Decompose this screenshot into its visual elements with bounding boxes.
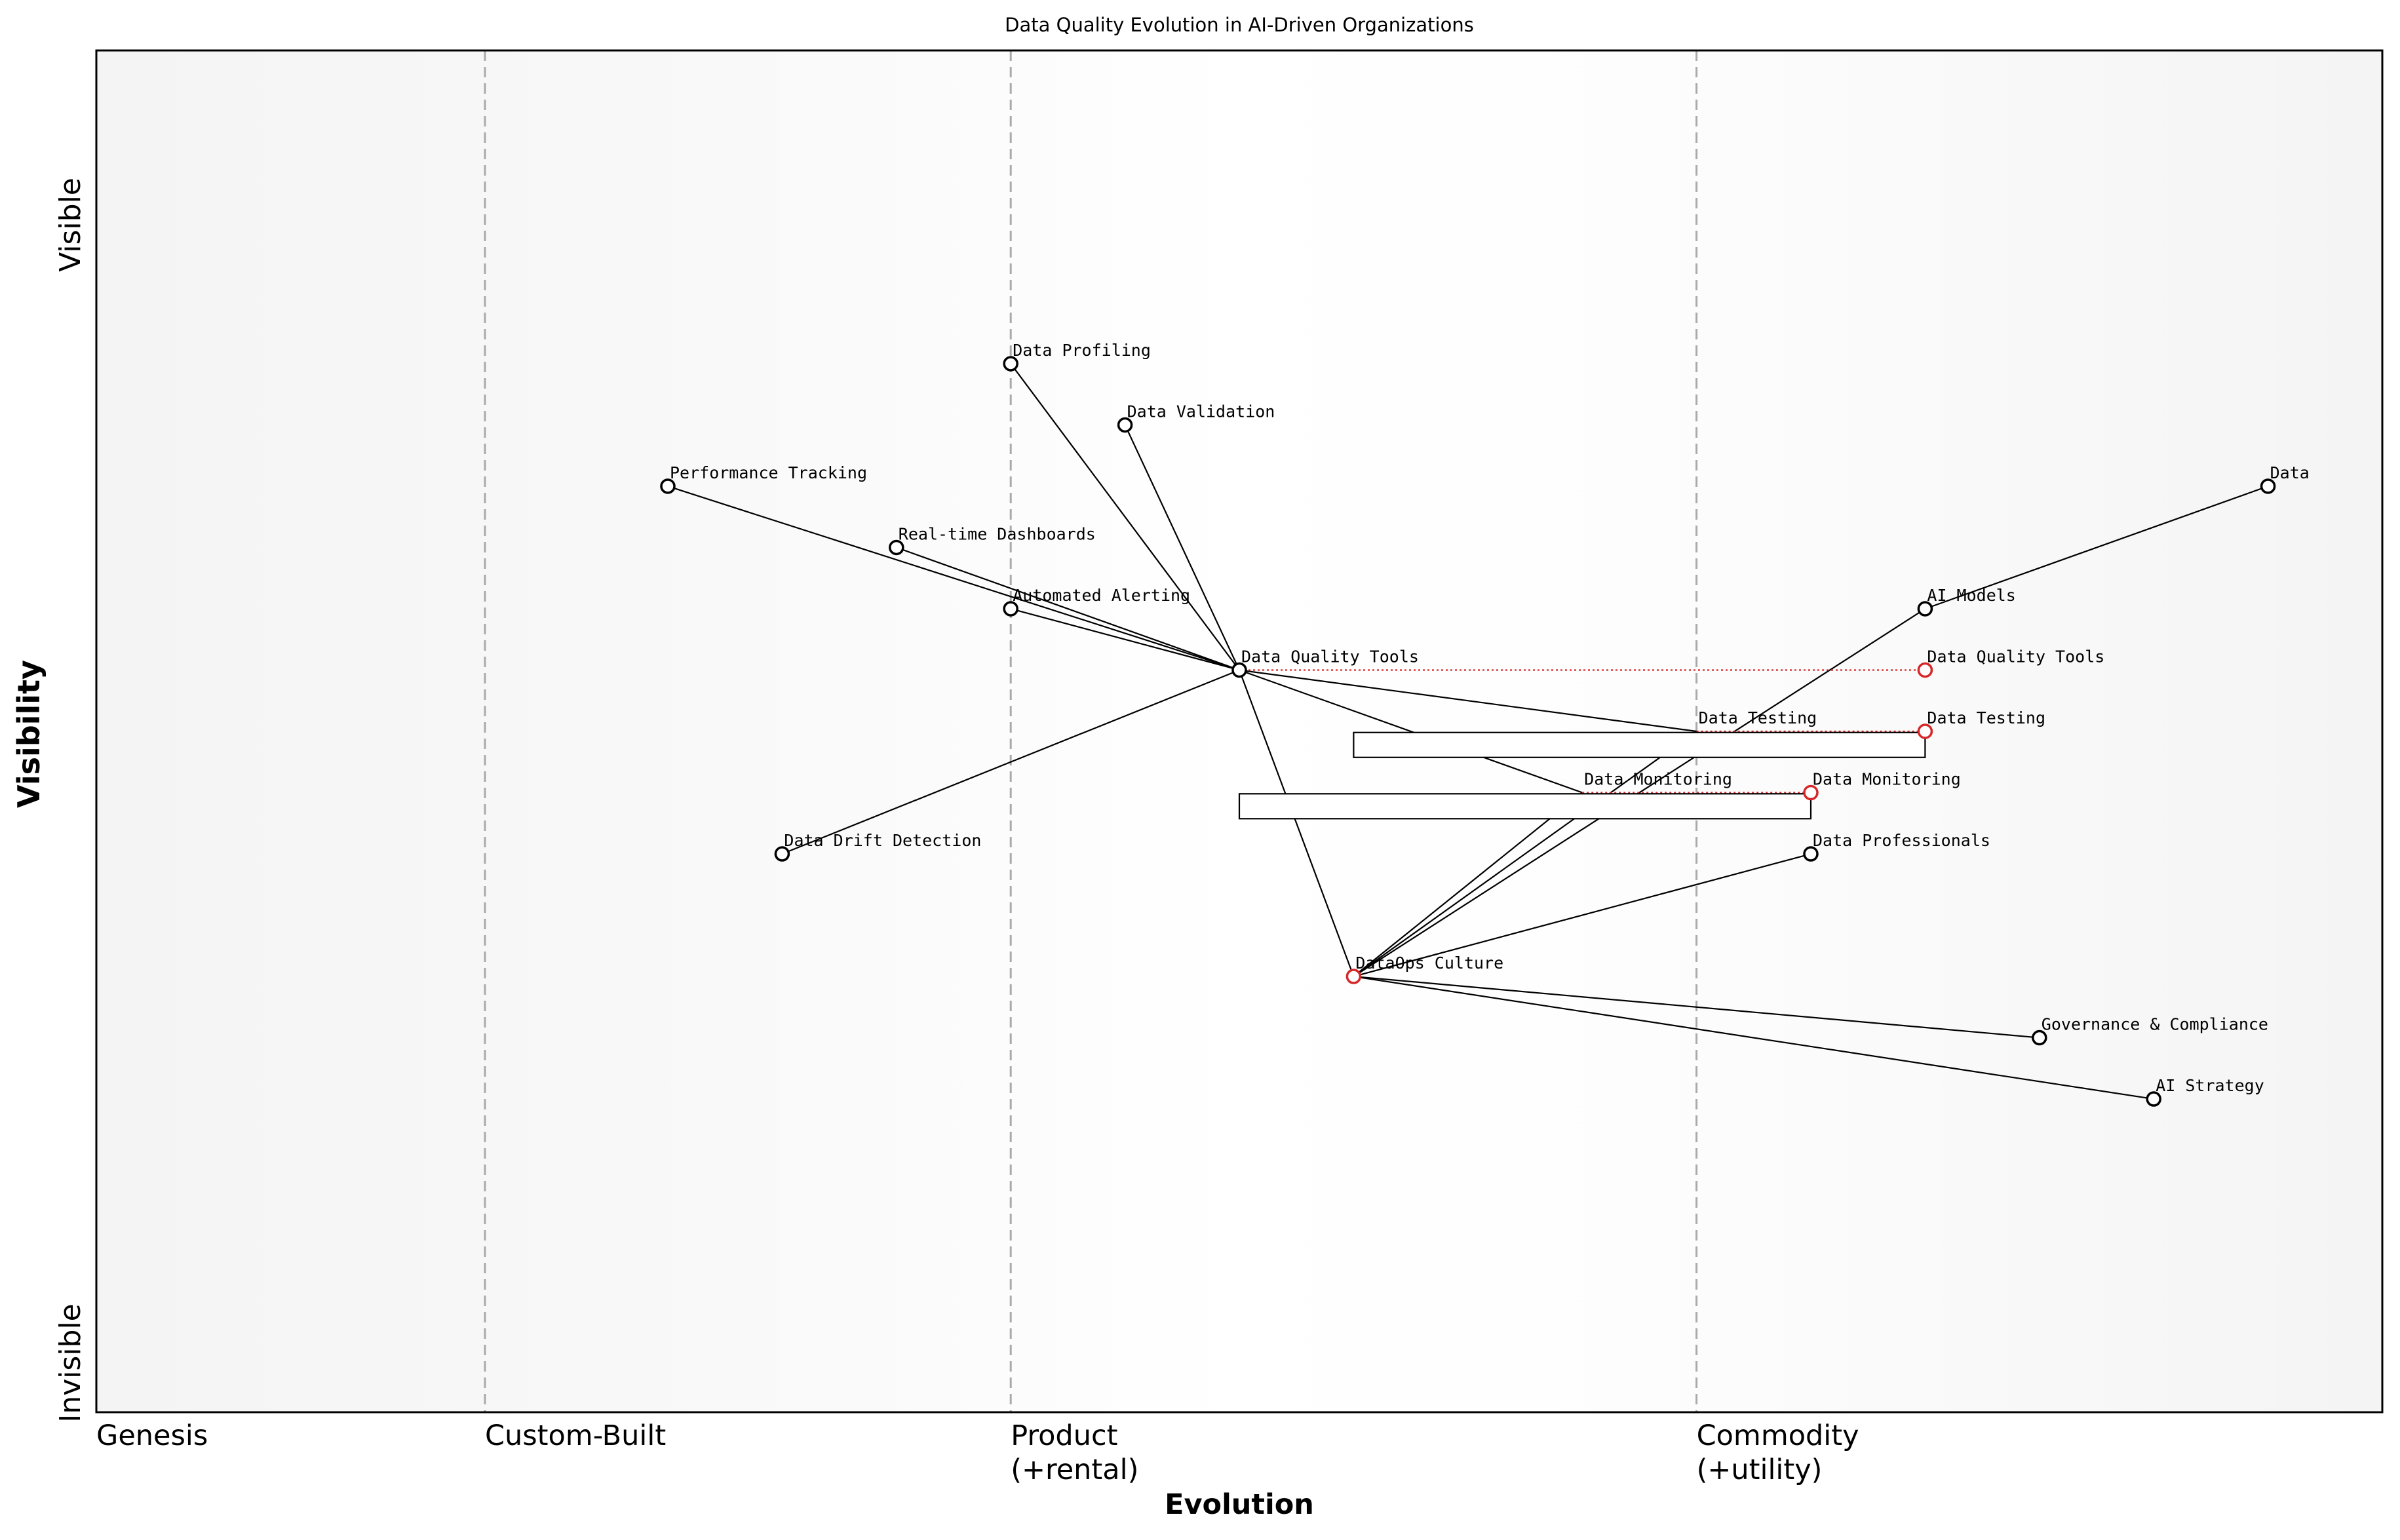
label-data-monitoring: Data Monitoring [1584,770,1732,789]
node-real-time-dashboards [889,539,904,556]
node-evolved-data-monitoring [1803,784,1819,801]
label-data-profiling: Data Profiling [1013,341,1151,360]
stage-label-product: Product (+rental) [1011,1419,1138,1486]
label-dataops-culture: DataOps Culture [1355,953,1503,972]
label-evolved-data-quality-tools: Data Quality Tools [1927,647,2104,666]
inertia-boxes [1238,731,1926,820]
label-governance-compliance: Governance & Compliance [2042,1015,2268,1034]
link-dataops-ai_models [1353,608,1926,977]
component-nodes [660,356,2276,1107]
stage-label-custom: Custom-Built [485,1419,666,1452]
component-labels: Data AI Models Data Quality Tools Data Prof… [670,341,2310,1095]
link-dataops-governance [1353,975,2040,1039]
stage-label-commodity: Commodity (+utility) [1697,1419,1859,1486]
link-dq_tools-data_profiling [1010,363,1240,671]
label-ai-strategy: AI Strategy [2156,1076,2264,1095]
chart-title: Data Quality Evolution in AI-Driven Orga… [1005,14,1474,36]
link-dq_tools-data_monitoring [1239,669,1583,794]
y-axis-top-label: Visible [54,178,87,272]
link-dq_tools-data_testing [1239,669,1697,733]
node-ai-models [1917,601,1933,617]
link-data-ai_models [1925,485,2268,610]
link-dataops-data_testing [1353,731,1697,977]
label-data-drift-detection: Data Drift Detection [784,831,981,850]
x-axis-label: Evolution [1165,1488,1314,1521]
node-evolved-data-testing [1917,723,1933,739]
label-evolved-data-monitoring: Data Monitoring [1813,770,1961,789]
stage-label-genesis: Genesis [96,1419,208,1452]
label-data-professionals: Data Professionals [1813,831,1990,850]
link-dq_tools-dataops [1238,670,1355,977]
label-evolved-data-testing: Data Testing [1927,708,2045,727]
node-data-profiling [1003,356,1018,372]
label-real-time-dashboards: Real-time Dashboards [899,524,1096,543]
node-governance-compliance [2032,1030,2047,1046]
node-automated-alerting [1003,601,1018,617]
label-automated-alerting: Automated Alerting [1013,586,1190,605]
y-axis-label: Visibility [11,660,47,808]
node-evolved-data-quality-tools [1917,662,1933,678]
label-data-quality-tools: Data Quality Tools [1241,647,1419,666]
label-data-validation: Data Validation [1127,402,1275,421]
link-dataops-data_monitoring [1353,792,1583,977]
link-dataops-ai_strategy [1353,975,2154,1100]
evolution-stage-labels: Genesis Custom-Built Product (+rental) Commo… [96,1419,1859,1486]
y-axis-bottom-label: Invisible [54,1303,87,1423]
link-dq_tools-auto_alerting [1010,607,1240,671]
link-dq_tools-perf_tracking [667,485,1240,671]
evolution-arrows [1239,669,1926,794]
label-data: Data [2270,463,2310,482]
link-dq_tools-realtime_dash [896,547,1240,671]
label-ai-models: AI Models [1927,586,2015,605]
node-ai-strategy [2146,1091,2161,1107]
link-dataops-data_professionals [1353,853,1811,978]
dependency-links [667,363,2268,1100]
inertia-box-1 [1353,731,1926,758]
plot-frame [95,49,2384,1414]
node-data [2260,478,2276,494]
node-data-professionals [1803,846,1819,862]
label-performance-tracking: Performance Tracking [670,463,867,482]
node-performance-tracking [660,478,676,494]
label-data-testing: Data Testing [1699,708,1817,727]
link-dq_tools-drift_detection [781,669,1240,855]
node-data-drift-detection [774,846,790,862]
link-dq_tools-data_validation [1124,424,1240,670]
node-data-quality-tools [1231,662,1247,678]
inertia-box-2 [1238,793,1812,820]
node-dataops-culture [1345,969,1362,984]
plot-background [96,50,2382,1412]
node-data-validation [1117,417,1133,433]
